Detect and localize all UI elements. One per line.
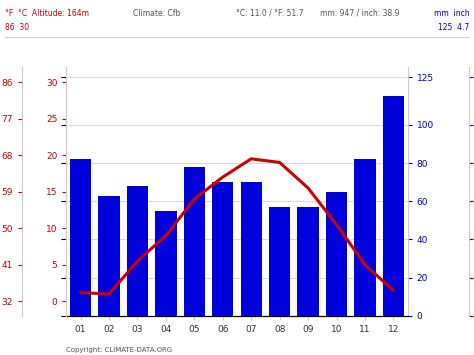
- Text: Climate: Cfb: Climate: Cfb: [133, 9, 180, 18]
- Text: °C: 11.0 / °F: 51.7: °C: 11.0 / °F: 51.7: [237, 9, 304, 18]
- Bar: [183, 167, 205, 316]
- Bar: [354, 159, 375, 316]
- Bar: [127, 186, 148, 316]
- Text: mm  inch: mm inch: [434, 9, 469, 18]
- Text: °F  °C  Altitude: 164m: °F °C Altitude: 164m: [5, 9, 89, 18]
- Bar: [297, 207, 319, 316]
- Bar: [212, 182, 233, 316]
- Bar: [269, 207, 290, 316]
- Text: 86  30: 86 30: [5, 23, 29, 32]
- Bar: [383, 96, 404, 316]
- Bar: [98, 196, 119, 316]
- Bar: [240, 182, 262, 316]
- Text: Copyright: CLIMATE-DATA.ORG: Copyright: CLIMATE-DATA.ORG: [66, 347, 173, 353]
- Bar: [326, 192, 347, 316]
- Bar: [70, 159, 91, 316]
- Bar: [155, 211, 176, 316]
- Text: 125  4.7: 125 4.7: [438, 23, 469, 32]
- Text: mm: 947 / inch: 38.9: mm: 947 / inch: 38.9: [320, 9, 400, 18]
